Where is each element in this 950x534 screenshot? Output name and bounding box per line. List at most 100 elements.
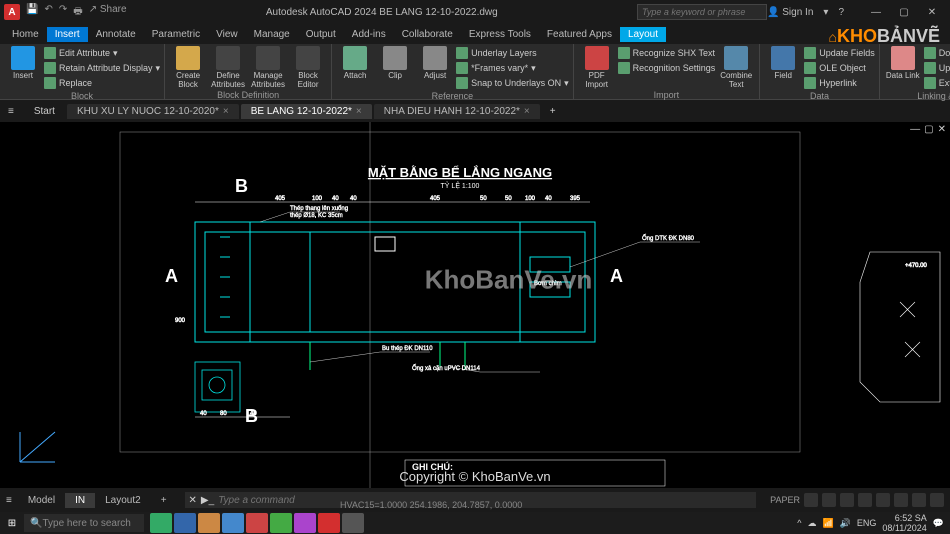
taskbar-app[interactable] [270, 513, 292, 533]
tab-insert[interactable]: Insert [47, 27, 88, 42]
status-polar-icon[interactable] [858, 493, 872, 507]
status-more-icon[interactable] [930, 493, 944, 507]
pdf-import-button[interactable]: PDF Import [578, 46, 616, 89]
ole-object-button[interactable]: OLE Object [804, 61, 875, 75]
extract-data-button[interactable]: Extract Data [924, 76, 950, 90]
app-icon[interactable]: A [4, 4, 20, 20]
tab-annotate[interactable]: Annotate [88, 27, 144, 42]
qat-print-icon[interactable]: 🖶 [73, 4, 82, 21]
layout-in-tab[interactable]: IN [65, 493, 95, 508]
clock[interactable]: 6:52 SA 08/11/2024 [882, 513, 926, 533]
coordinates-readout: HVAC15=1.0000 254.1986, 204.7857, 0.0000 [340, 500, 522, 510]
taskbar-search[interactable]: 🔍 Type here to search [24, 514, 144, 532]
close-icon[interactable]: × [524, 106, 530, 117]
qat-share-icon[interactable]: ↗ Share [89, 4, 127, 21]
viewport-controls[interactable]: —▢✕ [910, 124, 946, 135]
tab-collaborate[interactable]: Collaborate [394, 27, 461, 42]
model-tab[interactable]: Model [18, 493, 65, 508]
attach-button[interactable]: Attach [336, 46, 374, 80]
create-block-button[interactable]: Create Block [169, 46, 207, 89]
doctab-0[interactable]: KHU XU LY NUOC 12-10-2020*× [67, 104, 239, 119]
svg-text:thép Ø18, KC 35cm: thép Ø18, KC 35cm [290, 213, 343, 219]
doctab-2[interactable]: NHA DIEU HANH 12-10-2022*× [374, 104, 540, 119]
taskbar-app[interactable] [342, 513, 364, 533]
tab-parametric[interactable]: Parametric [144, 27, 208, 42]
taskbar-app[interactable] [246, 513, 268, 533]
close-icon[interactable]: × [223, 106, 229, 117]
tab-addins[interactable]: Add-ins [344, 27, 394, 42]
doctab-menu-icon[interactable]: ≡ [8, 106, 14, 117]
tray-up-icon[interactable]: ^ [797, 518, 801, 528]
manage-attr-button[interactable]: Manage Attributes [249, 46, 287, 89]
taskbar-app[interactable] [294, 513, 316, 533]
paper-space-badge[interactable]: PAPER [770, 495, 800, 505]
replace-button[interactable]: Replace [44, 76, 160, 90]
close-icon[interactable]: × [356, 106, 362, 117]
adjust-button[interactable]: Adjust [416, 46, 454, 80]
clip-button[interactable]: Clip [376, 46, 414, 80]
snap-underlays-button[interactable]: Snap to Underlays ON ▾ [456, 76, 569, 90]
minimize-button[interactable]: — [862, 2, 890, 22]
start-button[interactable]: ⊞ [0, 512, 24, 534]
tray-vol-icon[interactable]: 🔊 [840, 518, 851, 529]
insert-block-button[interactable]: Insert [4, 46, 42, 80]
drawing-canvas[interactable]: —▢✕ MẶT BẰNG BỂ LẮNG NGANG TỶ LỆ 1:100 B… [0, 122, 950, 488]
recognition-settings-button[interactable]: Recognition Settings [618, 61, 716, 75]
svg-text:B: B [235, 176, 248, 196]
underlay-layers-button[interactable]: Underlay Layers [456, 46, 569, 60]
retain-attr-button[interactable]: Retain Attribute Display ▾ [44, 61, 160, 75]
taskbar-app[interactable] [150, 513, 172, 533]
taskbar-app[interactable] [318, 513, 340, 533]
svg-text:Bu thép ĐK DN110: Bu thép ĐK DN110 [382, 346, 433, 352]
maximize-button[interactable]: ▢ [890, 2, 918, 22]
tray-cloud-icon[interactable]: ☁ [807, 518, 816, 529]
add-layout-button[interactable]: + [151, 493, 177, 508]
define-attr-button[interactable]: Define Attributes [209, 46, 247, 89]
taskbar-app[interactable] [174, 513, 196, 533]
status-grid-icon[interactable] [804, 493, 818, 507]
tab-manage[interactable]: Manage [246, 27, 298, 42]
new-doc-button[interactable]: + [542, 104, 564, 119]
status-lwt-icon[interactable] [894, 493, 908, 507]
taskbar-app[interactable] [222, 513, 244, 533]
help-icon[interactable]: ? [838, 7, 844, 18]
title-text: Autodesk AutoCAD 2024 BE LANG 12-10-2022… [127, 7, 637, 18]
qat-save-icon[interactable]: 💾 [26, 4, 38, 21]
frames-button[interactable]: *Frames vary* ▾ [456, 61, 569, 75]
help-search-input[interactable] [637, 4, 767, 20]
tray-lang[interactable]: ENG [857, 518, 877, 528]
tray-wifi-icon[interactable]: 📶 [822, 518, 833, 529]
taskbar-app[interactable] [198, 513, 220, 533]
hyperlink-button[interactable]: Hyperlink [804, 76, 875, 90]
tab-output[interactable]: Output [298, 27, 344, 42]
signin-button[interactable]: 👤 Sign In [767, 7, 813, 18]
status-ortho-icon[interactable] [840, 493, 854, 507]
combine-text-button[interactable]: Combine Text [717, 46, 755, 89]
start-tab[interactable]: Start [24, 104, 65, 119]
tab-layout[interactable]: Layout [620, 27, 666, 42]
data-link-button[interactable]: Data Link [884, 46, 922, 80]
update-fields-button[interactable]: Update Fields [804, 46, 875, 60]
status-osnap-icon[interactable] [876, 493, 890, 507]
cmd-close-icon[interactable]: ✕ [189, 495, 197, 506]
qat-undo-icon[interactable]: ↶ [44, 4, 52, 21]
tab-express[interactable]: Express Tools [461, 27, 539, 42]
status-snap-icon[interactable] [822, 493, 836, 507]
close-button[interactable]: ✕ [918, 2, 946, 22]
layout-menu-icon[interactable]: ≡ [0, 495, 18, 506]
qat-redo-icon[interactable]: ↷ [59, 4, 67, 21]
edit-attribute-button[interactable]: Edit Attribute ▾ [44, 46, 160, 60]
layout2-tab[interactable]: Layout2 [95, 493, 151, 508]
download-source-button[interactable]: Download from Source [924, 46, 950, 60]
tab-featured[interactable]: Featured Apps [539, 27, 620, 42]
recognize-shx-button[interactable]: Recognize SHX Text [618, 46, 716, 60]
status-anno-icon[interactable] [912, 493, 926, 507]
notifications-icon[interactable]: 💬 [933, 518, 944, 529]
block-editor-button[interactable]: Block Editor [289, 46, 327, 89]
field-button[interactable]: Field [764, 46, 802, 80]
autodesk-icon[interactable]: ▾ [823, 7, 828, 18]
doctab-1[interactable]: BE LANG 12-10-2022*× [241, 104, 372, 119]
tab-home[interactable]: Home [4, 27, 47, 42]
upload-source-button[interactable]: Upload to Source [924, 61, 950, 75]
tab-view[interactable]: View [208, 27, 246, 42]
